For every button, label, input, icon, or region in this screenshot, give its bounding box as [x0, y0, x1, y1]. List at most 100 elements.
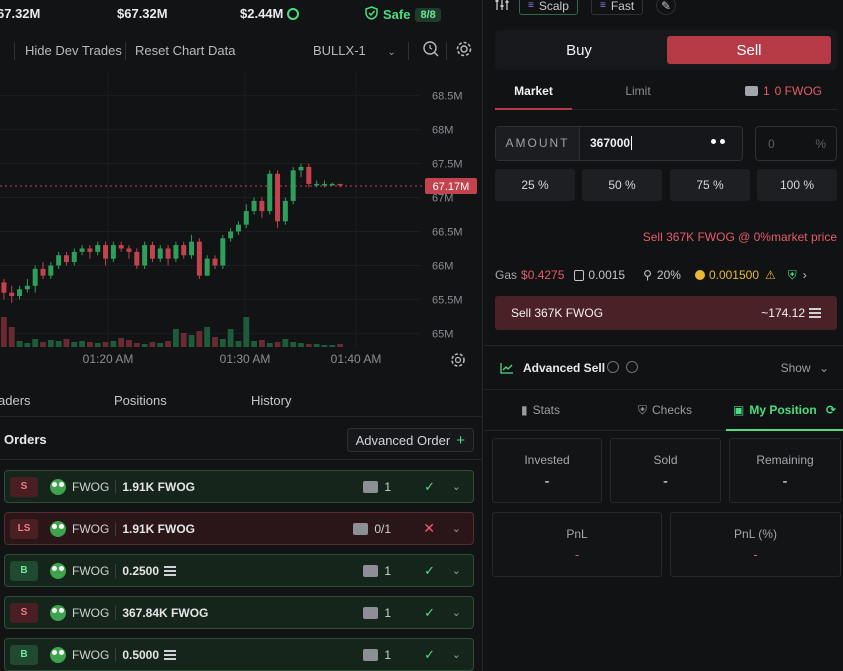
order-row[interactable]: B FWOG 0.2500 1 ✓ ⌄: [4, 554, 474, 587]
wallet-icon: [363, 648, 379, 661]
tab-my-position[interactable]: ▣ My Position ⟳: [726, 391, 843, 431]
pnl-percent-card: PnL (%) -: [670, 512, 841, 577]
order-wallet-count: 1: [384, 479, 391, 494]
buy-tab[interactable]: Buy: [566, 41, 592, 59]
advanced-order-button[interactable]: Advanced Order +: [346, 428, 474, 452]
candle-body: [9, 292, 15, 297]
chevron-down-icon[interactable]: ⌄: [451, 565, 461, 577]
volume-bar: [313, 344, 320, 347]
candle-body: [321, 183, 327, 186]
sliders-icon[interactable]: [495, 0, 509, 16]
candle-body: [157, 248, 163, 259]
tab-history[interactable]: History: [251, 393, 292, 408]
candle-body: [56, 255, 62, 266]
order-type-badge: B: [10, 560, 38, 581]
chevron-down-icon[interactable]: ⌄: [451, 649, 461, 661]
order-wallet-count: 1: [384, 647, 391, 662]
candle-body: [337, 183, 343, 186]
help-icon: [626, 361, 638, 373]
tab-market[interactable]: Market: [495, 80, 572, 110]
order-amount: 0.5000: [122, 647, 160, 662]
percent-input[interactable]: 0 %: [755, 126, 837, 161]
edit-pencil-icon[interactable]: ✎: [656, 0, 676, 15]
volume-bar: [87, 342, 93, 347]
chevron-down-icon[interactable]: ⌄: [451, 523, 461, 535]
amount-input[interactable]: 367000: [590, 127, 633, 160]
reset-chart-data-button[interactable]: Reset Chart Data: [135, 43, 236, 58]
candle-body: [329, 183, 335, 186]
slippage-value: 20%: [656, 268, 681, 282]
pnl-value: -: [574, 547, 580, 562]
trend-chart-icon: [500, 361, 514, 379]
candle-body: [118, 245, 124, 249]
safety-indicator[interactable]: Safe 8/8: [365, 6, 441, 23]
chevron-down-icon[interactable]: ⌄: [451, 481, 461, 493]
screenshot-icon[interactable]: [422, 40, 440, 61]
percent-25-button[interactable]: 25 %: [495, 169, 575, 201]
order-row[interactable]: LS FWOG 1.91K FWOG 0/1 ✕ ⌄: [4, 512, 474, 545]
percent-75-button[interactable]: 75 %: [670, 169, 750, 201]
order-row[interactable]: B FWOG 0.5000 1 ✓ ⌄: [4, 638, 474, 671]
order-type-tabs: Market Limit 1 0 FWOG: [495, 80, 837, 110]
tab-positions[interactable]: Positions: [114, 393, 167, 408]
candle-body: [228, 231, 234, 239]
order-token: FWOG: [72, 521, 110, 536]
sell-summary-note: Sell 367K FWOG @ 0%market price: [642, 230, 837, 244]
tab-traders[interactable]: aders: [0, 393, 31, 408]
safety-label: Safe: [383, 7, 411, 22]
volume-bar: [274, 342, 281, 347]
refresh-icon[interactable]: ⟳: [826, 403, 837, 417]
bribe-coin-icon: [694, 270, 705, 280]
order-amount: 0.2500: [122, 563, 160, 578]
candle-body: [71, 251, 77, 263]
order-row[interactable]: S FWOG 1.91K FWOG 1 ✓ ⌄: [4, 470, 474, 503]
tab-stats[interactable]: ▮ Stats: [521, 403, 560, 417]
candle-body: [306, 166, 312, 184]
volume-bar: [141, 344, 148, 347]
volume-bar: [1, 317, 7, 347]
hide-dev-trades-button[interactable]: Hide Dev Trades: [25, 43, 122, 58]
candlestick-chart[interactable]: 68.5M 68M 67.5M 67M 66.5M 66M 65.5M 65M 01:20 AM…: [0, 72, 483, 377]
tab-checks[interactable]: ⛨ Checks: [638, 403, 692, 418]
chevron-down-icon[interactable]: ⌄: [451, 607, 461, 619]
scalp-preset-button[interactable]: ≡ Scalp: [519, 0, 578, 15]
percent-50-button[interactable]: 50 %: [582, 169, 662, 201]
briefcase-icon: ▣: [733, 403, 745, 417]
check-icon: ✓: [424, 646, 435, 662]
volume-bar: [173, 329, 179, 347]
volume-bar: [8, 327, 15, 347]
y-tick-label: 67M: [432, 193, 453, 205]
gas-label: Gas: [495, 268, 518, 282]
stat-market-cap: $67.32M: [117, 6, 168, 21]
y-tick-label: 66.5M: [432, 226, 463, 238]
sell-tab[interactable]: Sell: [667, 36, 831, 64]
remaining-label: Remaining: [756, 453, 814, 467]
current-price-marker: [425, 177, 477, 194]
fast-preset-button[interactable]: ≡ Fast: [591, 0, 644, 15]
advanced-sell-section[interactable]: Advanced Sell Show ⌄: [484, 345, 843, 390]
candle-body: [17, 289, 23, 297]
candle-body: [40, 268, 46, 276]
volume-bar: [157, 343, 164, 347]
advanced-sell-toggle[interactable]: Show ⌄: [781, 361, 829, 375]
order-row[interactable]: S FWOG 367.84K FWOG 1 ✓ ⌄: [4, 596, 474, 629]
order-wallets: 1: [363, 648, 391, 662]
sell-submit-button[interactable]: Sell 367K FWOG ~174.12: [495, 296, 837, 330]
candle-body: [204, 258, 210, 276]
volume-bar: [55, 341, 62, 347]
price-chart[interactable]: 68.5M 68M 67.5M 67M 66.5M 66M 65.5M 65M 01:20 AM…: [0, 72, 483, 377]
chart-source-select[interactable]: BULLX-1 ⌄: [313, 43, 396, 58]
amount-label: AMOUNT: [496, 127, 580, 160]
fee-settings-row[interactable]: Gas $0.4275 0.0015 ⚲ 20% 0.001500 ⚠ ⛨ ›: [495, 267, 837, 283]
volume-bar: [305, 344, 312, 347]
solana-icon: [164, 565, 177, 576]
gas-value: $0.4275: [521, 268, 565, 282]
chart-settings-gear-icon[interactable]: [455, 40, 473, 61]
y-tick-label: 66M: [432, 260, 453, 272]
bar-chart-icon: ▮: [521, 403, 528, 417]
volume-bar: [16, 341, 23, 347]
volume-bar: [94, 343, 101, 347]
tab-limit[interactable]: Limit: [625, 84, 651, 98]
trade-preset-bar: ≡ Scalp ≡ Fast ✎: [484, 0, 843, 20]
percent-100-button[interactable]: 100 %: [757, 169, 837, 201]
